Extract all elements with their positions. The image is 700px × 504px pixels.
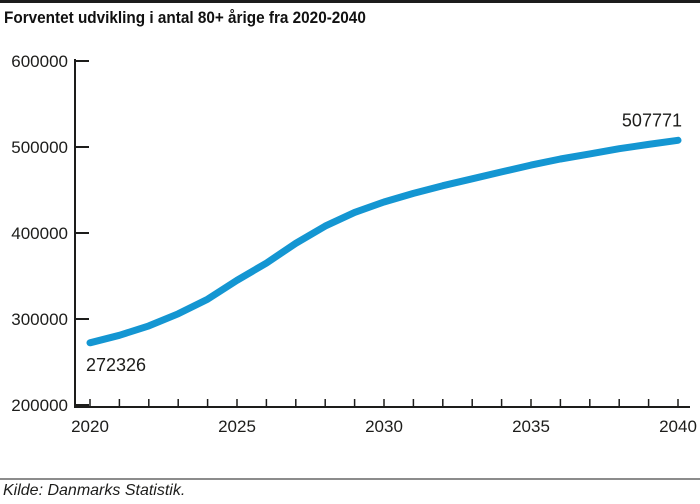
- x-tick-label: 2020: [71, 417, 109, 436]
- x-tick-label: 2035: [512, 417, 550, 436]
- top-border: [0, 0, 700, 3]
- x-tick-label: 2040: [659, 417, 697, 436]
- x-tick-label: 2030: [365, 417, 403, 436]
- point-label: 507771: [622, 110, 682, 130]
- data-series-line: [86, 136, 682, 347]
- footer-divider: [0, 478, 700, 480]
- y-tick-label: 600000: [11, 52, 68, 71]
- source-text: Kilde: Danmarks Statistik.: [3, 482, 186, 499]
- y-tick-label: 300000: [11, 310, 68, 329]
- chart-title: Forventet udvikling i antal 80+ årige fr…: [4, 8, 366, 27]
- x-tick-label: 2025: [218, 417, 256, 436]
- axis-lines: [74, 59, 690, 408]
- y-tick-label: 400000: [11, 224, 68, 243]
- y-tick-label: 200000: [11, 396, 68, 415]
- y-tick-label: 500000: [11, 138, 68, 157]
- point-label: 272326: [86, 355, 146, 375]
